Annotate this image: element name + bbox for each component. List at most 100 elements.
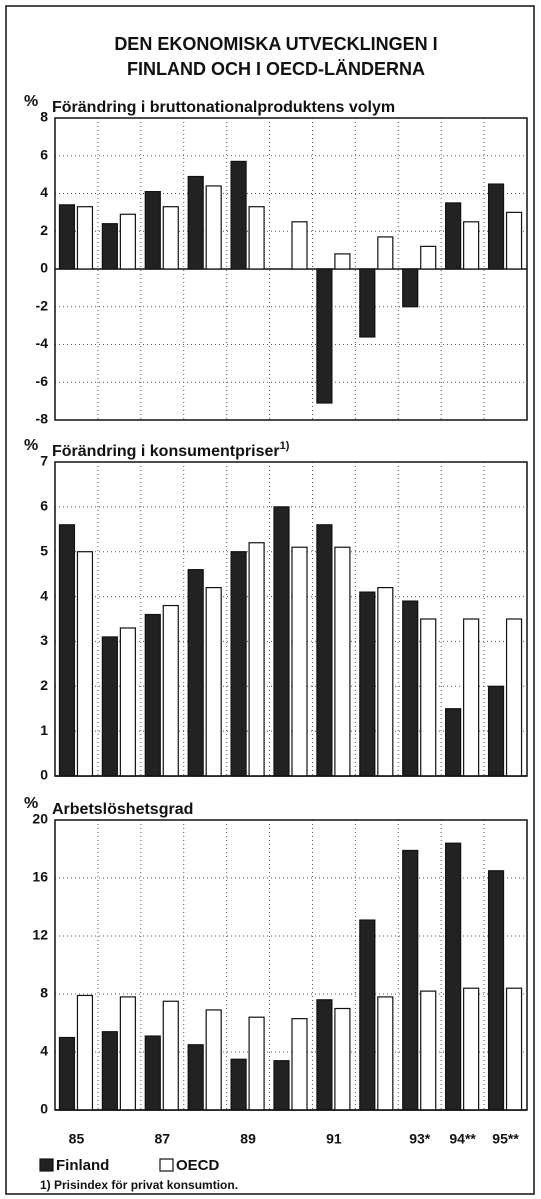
y-tick-label: 7 bbox=[40, 453, 48, 469]
bar bbox=[334, 546, 351, 777]
bar bbox=[316, 524, 333, 777]
bar bbox=[162, 1000, 179, 1111]
plot-frame bbox=[54, 117, 528, 421]
bar bbox=[359, 919, 376, 1111]
bar bbox=[505, 987, 523, 1111]
bar bbox=[119, 213, 136, 270]
bar bbox=[101, 223, 118, 270]
bar bbox=[291, 221, 308, 270]
bar bbox=[162, 604, 179, 777]
x-tick-label: 89 bbox=[240, 1131, 256, 1147]
y-tick-label: 8 bbox=[40, 985, 48, 1001]
panel-title: Arbetslöshetsgrad bbox=[52, 801, 193, 818]
bar bbox=[377, 236, 394, 270]
bar bbox=[205, 1009, 222, 1111]
bar bbox=[402, 600, 419, 777]
bar bbox=[463, 618, 480, 777]
y-tick-label: 0 bbox=[40, 260, 48, 276]
bar bbox=[334, 253, 351, 270]
bar bbox=[119, 627, 136, 777]
x-tick-label: 85 bbox=[69, 1131, 85, 1147]
bar bbox=[291, 1018, 308, 1111]
bar bbox=[291, 546, 308, 777]
title-note: 1) bbox=[280, 440, 290, 452]
bar bbox=[487, 870, 505, 1111]
bar bbox=[316, 999, 333, 1111]
bar bbox=[316, 268, 333, 404]
bar bbox=[58, 204, 76, 270]
bar bbox=[205, 185, 222, 270]
bar bbox=[76, 551, 94, 777]
bar bbox=[420, 618, 437, 777]
panel-title: Förändring i konsumentpriser1) bbox=[52, 440, 290, 460]
bar bbox=[58, 524, 76, 777]
bar bbox=[359, 591, 376, 777]
bar bbox=[162, 206, 179, 270]
bar bbox=[487, 685, 505, 777]
y-tick-label: 4 bbox=[40, 587, 48, 603]
y-tick-label: 1 bbox=[40, 722, 48, 738]
y-tick-label: 20 bbox=[32, 811, 48, 827]
plot-frame bbox=[54, 819, 528, 1111]
bar bbox=[505, 211, 523, 270]
y-tick-label: 0 bbox=[40, 1101, 48, 1117]
y-tick-label: 8 bbox=[40, 109, 48, 125]
bar bbox=[144, 191, 161, 270]
bar bbox=[487, 183, 505, 270]
bar bbox=[445, 202, 462, 270]
y-tick-label: 0 bbox=[40, 767, 48, 783]
bar bbox=[248, 206, 265, 270]
outer-frame bbox=[5, 5, 535, 1195]
bar bbox=[230, 551, 247, 777]
bar bbox=[273, 1060, 290, 1111]
x-tick-label: 94** bbox=[449, 1131, 476, 1147]
bar bbox=[505, 618, 523, 777]
y-tick-label: 2 bbox=[40, 222, 48, 238]
bar bbox=[402, 849, 419, 1111]
legend-swatch bbox=[39, 1158, 54, 1172]
bar bbox=[144, 613, 161, 777]
y-tick-label: 6 bbox=[40, 146, 48, 162]
y-axis-unit: % bbox=[24, 437, 38, 454]
y-tick-label: 2 bbox=[40, 677, 48, 693]
chart-title: DEN EKONOMISKA UTVECKLINGEN I bbox=[114, 34, 437, 54]
bar bbox=[334, 1007, 351, 1111]
bar bbox=[402, 268, 419, 308]
bar bbox=[420, 245, 437, 270]
legend-label: Finland bbox=[56, 1157, 109, 1174]
legend-label: OECD bbox=[176, 1157, 220, 1174]
bar bbox=[230, 160, 247, 270]
bar bbox=[205, 586, 222, 777]
bar bbox=[420, 990, 437, 1111]
y-tick-label: 4 bbox=[40, 184, 48, 200]
y-axis-unit: % bbox=[24, 795, 38, 812]
bar bbox=[463, 987, 480, 1111]
chart-title: FINLAND OCH I OECD-LÄNDERNA bbox=[127, 59, 425, 79]
bar bbox=[58, 1036, 76, 1111]
bar bbox=[359, 268, 376, 338]
bar bbox=[377, 586, 394, 777]
y-tick-label: -6 bbox=[36, 373, 49, 389]
y-tick-label: 12 bbox=[32, 927, 48, 943]
bar bbox=[144, 1035, 161, 1111]
y-tick-label: 6 bbox=[40, 498, 48, 514]
legend-swatch bbox=[159, 1158, 174, 1172]
bar bbox=[273, 506, 290, 777]
x-tick-label: 91 bbox=[326, 1131, 342, 1147]
y-axis-unit: % bbox=[24, 93, 38, 110]
bar bbox=[76, 994, 94, 1111]
bar bbox=[187, 175, 204, 270]
bar bbox=[445, 842, 462, 1111]
bar bbox=[463, 221, 480, 270]
bar bbox=[101, 636, 118, 777]
bar bbox=[377, 996, 394, 1111]
bar bbox=[76, 206, 94, 270]
plot-frame bbox=[54, 461, 528, 777]
bar bbox=[187, 1044, 204, 1111]
y-tick-label: 16 bbox=[32, 869, 48, 885]
panel-title: Förändring i bruttonationalproduktens vo… bbox=[52, 99, 395, 116]
bar bbox=[445, 708, 462, 777]
y-tick-label: -8 bbox=[36, 411, 49, 427]
bar bbox=[230, 1058, 247, 1111]
bar bbox=[187, 569, 204, 777]
